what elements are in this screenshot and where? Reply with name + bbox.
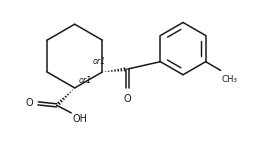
Text: or1: or1	[78, 76, 92, 85]
Text: CH₃: CH₃	[221, 75, 237, 84]
Text: O: O	[26, 98, 34, 108]
Text: O: O	[123, 94, 131, 104]
Text: or1: or1	[93, 57, 106, 66]
Text: OH: OH	[73, 114, 88, 124]
